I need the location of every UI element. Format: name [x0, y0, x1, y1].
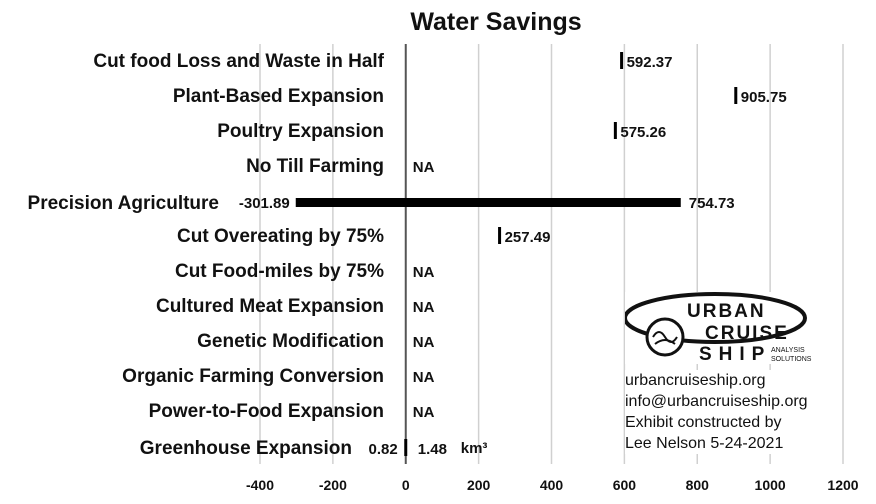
bar-high-label: 575.26: [620, 124, 666, 141]
chart-row: No Till Farming NA: [246, 156, 435, 177]
chart-row: Poultry Expansion 575.26: [217, 121, 666, 142]
x-tick-label: 1200: [827, 477, 858, 493]
na-label: NA: [413, 264, 435, 281]
category-label: Cut food Loss and Waste in Half: [93, 51, 384, 72]
chart-title: Water Savings: [410, 8, 581, 36]
x-tick-label: -200: [319, 477, 347, 493]
credit-author-date: Lee Nelson 5-24-2021: [625, 435, 784, 452]
bar-low-label: 0.82: [369, 441, 398, 458]
logo-tagline-analysis: ANALYSIS: [771, 347, 805, 354]
na-label: NA: [413, 299, 435, 316]
category-label: Poultry Expansion: [217, 121, 384, 142]
category-label: Genetic Modification: [197, 331, 384, 352]
chart-row: Cultured Meat Expansion NA: [156, 296, 435, 317]
unit-label: km³: [461, 440, 488, 457]
category-label: Greenhouse Expansion: [140, 438, 352, 459]
range-marker: [404, 439, 408, 456]
bar-high-label: 754.73: [689, 195, 735, 212]
category-label: Power-to-Food Expansion: [149, 401, 384, 422]
category-label: Precision Agriculture: [28, 193, 219, 214]
credit-email: info@urbancruiseship.org: [625, 393, 808, 410]
x-axis-ticks: -400 -200 0 200 400 600 800 1000 1200: [246, 477, 859, 493]
x-tick-label: 400: [540, 477, 564, 493]
category-label: Organic Farming Conversion: [122, 366, 384, 387]
credit-constructed-by: Exhibit constructed by: [625, 414, 782, 431]
na-label: NA: [413, 334, 435, 351]
value-marker: [613, 122, 617, 139]
credit-website: urbancruiseship.org: [625, 372, 766, 389]
category-label: Cut Overeating by 75%: [177, 226, 384, 247]
value-marker: [620, 52, 624, 69]
x-tick-label: 600: [613, 477, 637, 493]
bar-high-label: 257.49: [505, 229, 551, 246]
bar-high-label: 905.75: [741, 89, 787, 106]
chart-row: Cut food Loss and Waste in Half 592.37: [93, 51, 672, 72]
logo-line-urban: URBAN: [687, 301, 766, 322]
category-label: No Till Farming: [246, 156, 384, 177]
category-label: Cultured Meat Expansion: [156, 296, 384, 317]
chart-row: Cut Overeating by 75% 257.49: [177, 226, 550, 247]
value-marker: [498, 227, 502, 244]
na-label: NA: [413, 404, 435, 421]
chart-row: Greenhouse Expansion 0.82 1.48 km³: [140, 438, 488, 459]
x-tick-label: 200: [467, 477, 491, 493]
ship-logo-icon: URBAN CRUISE SHIP ANALYSIS SOLUTIONS: [623, 292, 812, 365]
chart-row: Organic Farming Conversion NA: [122, 366, 434, 387]
value-marker: [734, 87, 738, 104]
x-tick-label: 1000: [755, 477, 786, 493]
logo-line-ship: SHIP: [699, 344, 771, 364]
chart-rows: Cut food Loss and Waste in Half 592.37 Pla…: [28, 51, 787, 459]
chart-row: Power-to-Food Expansion NA: [149, 401, 435, 422]
chart-row: Cut Food-miles by 75% NA: [175, 261, 435, 282]
x-tick-label: 0: [402, 477, 410, 493]
chart-row: Plant-Based Expansion 905.75: [173, 86, 787, 107]
na-label: NA: [413, 159, 435, 176]
category-label: Cut Food-miles by 75%: [175, 261, 384, 282]
x-tick-label: -400: [246, 477, 274, 493]
bar-high-label: 1.48: [418, 441, 447, 458]
logo-line-cruise: CRUISE: [705, 323, 789, 344]
urban-cruise-ship-logo: URBAN CRUISE SHIP ANALYSIS SOLUTIONS: [623, 292, 825, 365]
x-tick-label: 800: [686, 477, 710, 493]
bar-high-label: 592.37: [627, 54, 673, 71]
credit-block: urbancruiseship.org info@urbancruiseship…: [625, 370, 808, 454]
chart-row: Precision Agriculture -301.89 754.73: [28, 193, 735, 214]
category-label: Plant-Based Expansion: [173, 86, 384, 107]
na-label: NA: [413, 369, 435, 386]
range-bar: [295, 198, 681, 207]
bar-low-label: -301.89: [239, 195, 290, 212]
logo-tagline-solutions: SOLUTIONS: [771, 356, 812, 363]
chart-row: Genetic Modification NA: [197, 331, 434, 352]
